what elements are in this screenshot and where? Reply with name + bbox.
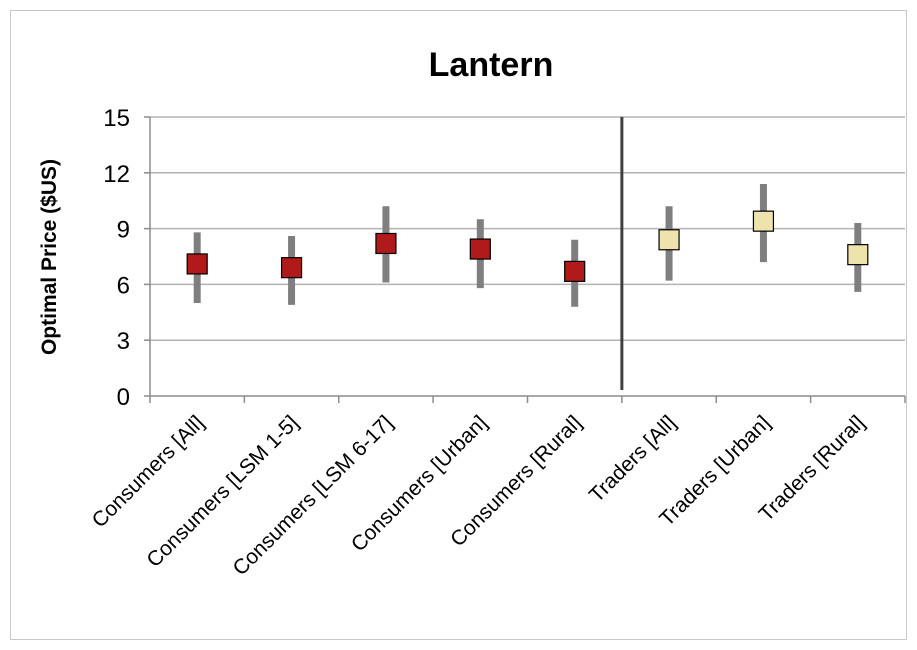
x-tick-labels: Consumers [All]Consumers [LSM 1-5]Consum…	[88, 411, 870, 580]
y-axis-label: Optimal Price ($US)	[38, 159, 61, 355]
error-bars	[193, 183, 862, 307]
x-tick-label-5: Traders [All]	[585, 411, 681, 507]
x-tick-label-1: Consumers [LSM 1-5]	[142, 411, 303, 572]
data-point-3	[469, 238, 491, 260]
y-tick-label-9: 9	[117, 217, 130, 244]
data-point-1	[280, 257, 303, 279]
chart-title: Lantern	[429, 46, 554, 84]
y-tick-label-6: 6	[117, 272, 130, 299]
data-point-7	[847, 244, 869, 266]
x-tick-label-2: Consumers [LSM 6-17]	[229, 411, 398, 580]
y-tick-label-3: 3	[117, 328, 130, 355]
data-point-2	[375, 232, 397, 255]
data-point-6	[752, 210, 775, 232]
y-tick-label-0: 0	[117, 384, 130, 411]
y-tick-label-15: 15	[103, 105, 130, 132]
gridlines	[150, 116, 905, 341]
data-point-0	[186, 253, 208, 275]
axes	[144, 116, 906, 403]
data-markers	[186, 210, 869, 282]
data-point-5	[658, 229, 680, 251]
data-point-4	[564, 260, 586, 282]
y-tick-labels: 0 3 6 9 12 15	[103, 105, 130, 411]
chart-frame	[10, 10, 907, 640]
y-tick-label-12: 12	[103, 161, 130, 188]
